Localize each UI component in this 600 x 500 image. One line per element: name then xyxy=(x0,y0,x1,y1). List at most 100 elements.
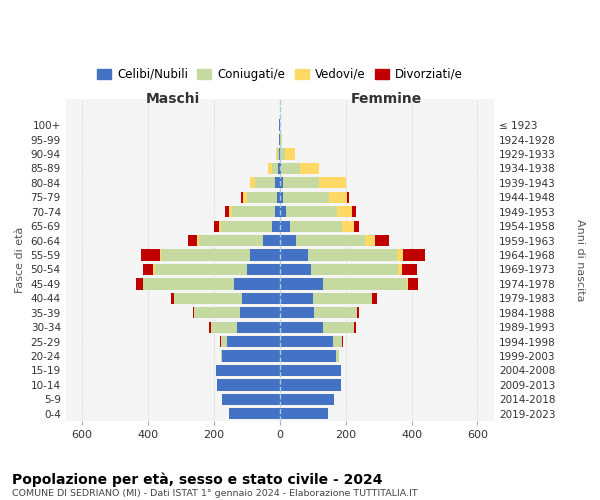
Bar xyxy=(354,220,359,232)
Bar xyxy=(276,148,277,160)
Bar xyxy=(357,307,359,318)
Bar xyxy=(286,206,337,218)
Bar xyxy=(211,322,237,333)
Bar xyxy=(398,264,402,275)
Bar xyxy=(247,264,280,275)
Bar xyxy=(188,235,197,246)
Bar xyxy=(365,235,376,246)
Bar xyxy=(143,264,153,275)
Bar xyxy=(280,408,328,420)
Bar xyxy=(408,278,418,289)
Bar xyxy=(376,235,389,246)
Bar xyxy=(281,163,299,174)
Bar xyxy=(343,220,354,232)
Text: Popolazione per età, sesso e stato civile - 2024: Popolazione per età, sesso e stato civil… xyxy=(12,472,383,487)
Bar xyxy=(227,336,280,347)
Bar xyxy=(175,292,242,304)
Bar xyxy=(280,264,311,275)
Bar xyxy=(299,163,319,174)
Bar xyxy=(221,350,222,362)
Bar xyxy=(313,292,372,304)
Bar xyxy=(347,192,349,203)
Bar xyxy=(280,278,323,289)
Bar xyxy=(229,408,280,420)
Bar xyxy=(155,264,247,275)
Bar xyxy=(215,365,280,376)
Bar xyxy=(161,250,250,260)
Bar xyxy=(240,307,280,318)
Bar xyxy=(336,350,339,362)
Y-axis label: Anni di nascita: Anni di nascita xyxy=(575,219,585,302)
Bar xyxy=(272,163,278,174)
Bar xyxy=(222,350,280,362)
Bar xyxy=(329,192,347,203)
Text: COMUNE DI SEDRIANO (MI) - Dati ISTAT 1° gennaio 2024 - Elaborazione TUTTITALIA.I: COMUNE DI SEDRIANO (MI) - Dati ISTAT 1° … xyxy=(12,489,418,498)
Bar xyxy=(214,220,219,232)
Bar xyxy=(280,350,336,362)
Bar xyxy=(272,220,280,232)
Bar xyxy=(323,278,407,289)
Bar xyxy=(280,365,341,376)
Bar xyxy=(290,220,343,232)
Bar xyxy=(233,278,280,289)
Bar xyxy=(337,206,352,218)
Bar xyxy=(280,292,313,304)
Bar xyxy=(280,380,341,390)
Bar xyxy=(217,380,280,390)
Bar xyxy=(280,307,314,318)
Bar xyxy=(193,307,194,318)
Bar xyxy=(280,206,286,218)
Bar xyxy=(323,322,354,333)
Bar xyxy=(268,163,272,174)
Y-axis label: Fasce di età: Fasce di età xyxy=(15,227,25,293)
Bar xyxy=(283,192,329,203)
Bar xyxy=(194,307,240,318)
Bar xyxy=(397,250,403,260)
Bar xyxy=(275,206,280,218)
Bar xyxy=(280,163,281,174)
Bar xyxy=(263,235,280,246)
Bar xyxy=(314,307,357,318)
Bar xyxy=(199,235,263,246)
Bar xyxy=(221,220,272,232)
Bar xyxy=(219,220,221,232)
Bar xyxy=(332,336,343,347)
Bar xyxy=(286,148,295,160)
Bar xyxy=(242,292,280,304)
Bar xyxy=(407,278,408,289)
Bar xyxy=(250,177,255,188)
Bar xyxy=(277,192,280,203)
Bar xyxy=(280,192,283,203)
Bar xyxy=(143,278,233,289)
Bar xyxy=(280,336,332,347)
Bar xyxy=(354,322,356,333)
Bar xyxy=(280,322,323,333)
Text: Femmine: Femmine xyxy=(351,92,422,106)
Bar xyxy=(280,177,283,188)
Bar xyxy=(319,177,346,188)
Bar xyxy=(402,264,416,275)
Bar xyxy=(229,206,232,218)
Bar xyxy=(280,250,308,260)
Bar xyxy=(280,220,290,232)
Bar xyxy=(197,235,199,246)
Bar xyxy=(250,250,280,260)
Bar xyxy=(352,206,356,218)
Bar xyxy=(275,177,280,188)
Bar xyxy=(160,250,161,260)
Bar xyxy=(237,322,280,333)
Bar xyxy=(142,250,160,260)
Bar xyxy=(372,292,377,304)
Bar xyxy=(209,322,211,333)
Bar xyxy=(281,134,283,145)
Text: Maschi: Maschi xyxy=(146,92,200,106)
Bar xyxy=(280,134,281,145)
Bar xyxy=(243,192,247,203)
Bar xyxy=(277,148,279,160)
Bar xyxy=(255,177,275,188)
Bar xyxy=(171,292,175,304)
Bar xyxy=(222,394,280,405)
Bar xyxy=(226,206,229,218)
Bar xyxy=(220,336,221,347)
Bar xyxy=(403,250,425,260)
